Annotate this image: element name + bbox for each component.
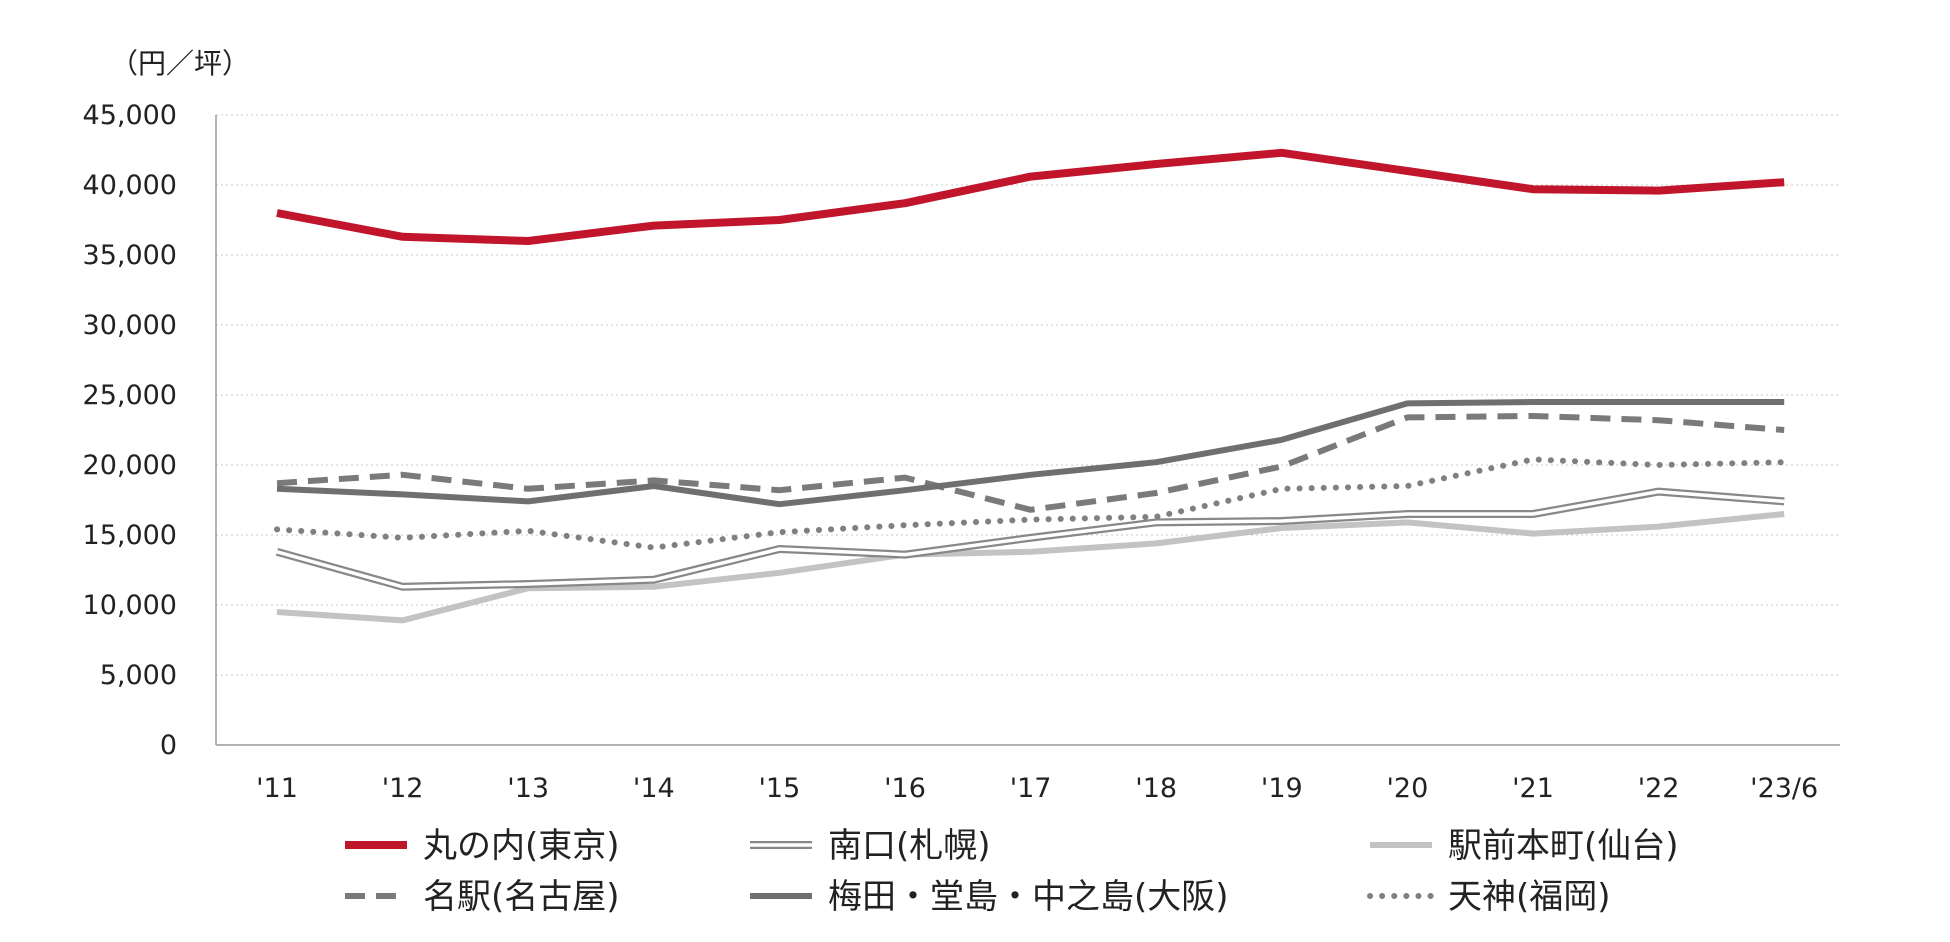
y-tick-labels: 0 5,000 10,000 15,000 20,000 25,000 30,000 35,0… (83, 100, 177, 761)
gridlines (216, 114, 1840, 676)
series-line-0 (276, 148, 1785, 245)
x-tick-label: '23/6 (1750, 773, 1818, 804)
series-lines (274, 148, 1788, 624)
y-tick-label: 5,000 (100, 660, 177, 691)
legend-item: 天神(福岡) (1367, 877, 1611, 917)
y-tick-label: 30,000 (83, 310, 177, 341)
legend-label: 名駅(名古屋) (423, 877, 620, 917)
x-tick-label: '14 (633, 773, 675, 804)
y-tick-label: 25,000 (83, 380, 177, 411)
legend-label: 梅田・堂島・中之島(大阪) (828, 877, 1229, 917)
y-tick-label: 20,000 (83, 450, 177, 481)
legend-item: 丸の内(東京) (345, 826, 620, 866)
y-tick-label: 10,000 (83, 590, 177, 621)
x-tick-label: '18 (1135, 773, 1177, 804)
series-line-3 (276, 413, 1785, 513)
x-tick-label: '20 (1387, 773, 1429, 804)
y-tick-label: 15,000 (83, 520, 177, 551)
legend-label: 南口(札幌) (828, 826, 991, 866)
x-tick-label: '11 (256, 773, 298, 804)
x-tick-label: '17 (1010, 773, 1052, 804)
y-tick-label: 45,000 (83, 100, 177, 131)
legend-label: 丸の内(東京) (423, 826, 620, 866)
series-path (276, 399, 1785, 508)
x-tick-label: '16 (884, 773, 926, 804)
legend-item: 南口(札幌) (750, 826, 991, 866)
series-line-2 (276, 511, 1785, 624)
x-tick-labels: '11 '12 '13 '14 '15 '16 '17 '18 '19 '20 '21 '22 '23/… (256, 773, 1818, 804)
series-path (276, 489, 1785, 589)
y-tick-label: 35,000 (83, 240, 177, 271)
series-line-1 (275, 487, 1785, 591)
series-path (276, 148, 1785, 245)
legend-label: 天神(福岡) (1448, 877, 1611, 917)
x-tick-label: '19 (1261, 773, 1303, 804)
x-tick-label: '15 (759, 773, 801, 804)
axes (215, 115, 1840, 746)
x-tick-label: '12 (382, 773, 424, 804)
legend-item: 名駅(名古屋) (345, 877, 620, 917)
x-tick-label: '13 (507, 773, 549, 804)
y-tick-label: 40,000 (83, 170, 177, 201)
y-tick-label: 0 (160, 730, 177, 761)
legend-item: 梅田・堂島・中之島(大阪) (750, 877, 1229, 917)
y-axis-unit-label: （円／坪） (110, 47, 250, 80)
x-tick-label: '21 (1512, 773, 1554, 804)
series-path (274, 456, 1788, 551)
legend-label: 駅前本町(仙台) (1448, 826, 1679, 866)
x-tick-label: '22 (1638, 773, 1680, 804)
series-path (276, 511, 1785, 624)
series-line-4 (276, 399, 1785, 508)
legend: 丸の内(東京) 南口(札幌) 駅前本町(仙台) 名駅(名古屋) 梅田・堂島・中之島(大阪… (345, 826, 1679, 917)
series-path (276, 413, 1785, 513)
series-line-5 (274, 456, 1788, 551)
legend-item: 駅前本町(仙台) (1370, 826, 1679, 866)
